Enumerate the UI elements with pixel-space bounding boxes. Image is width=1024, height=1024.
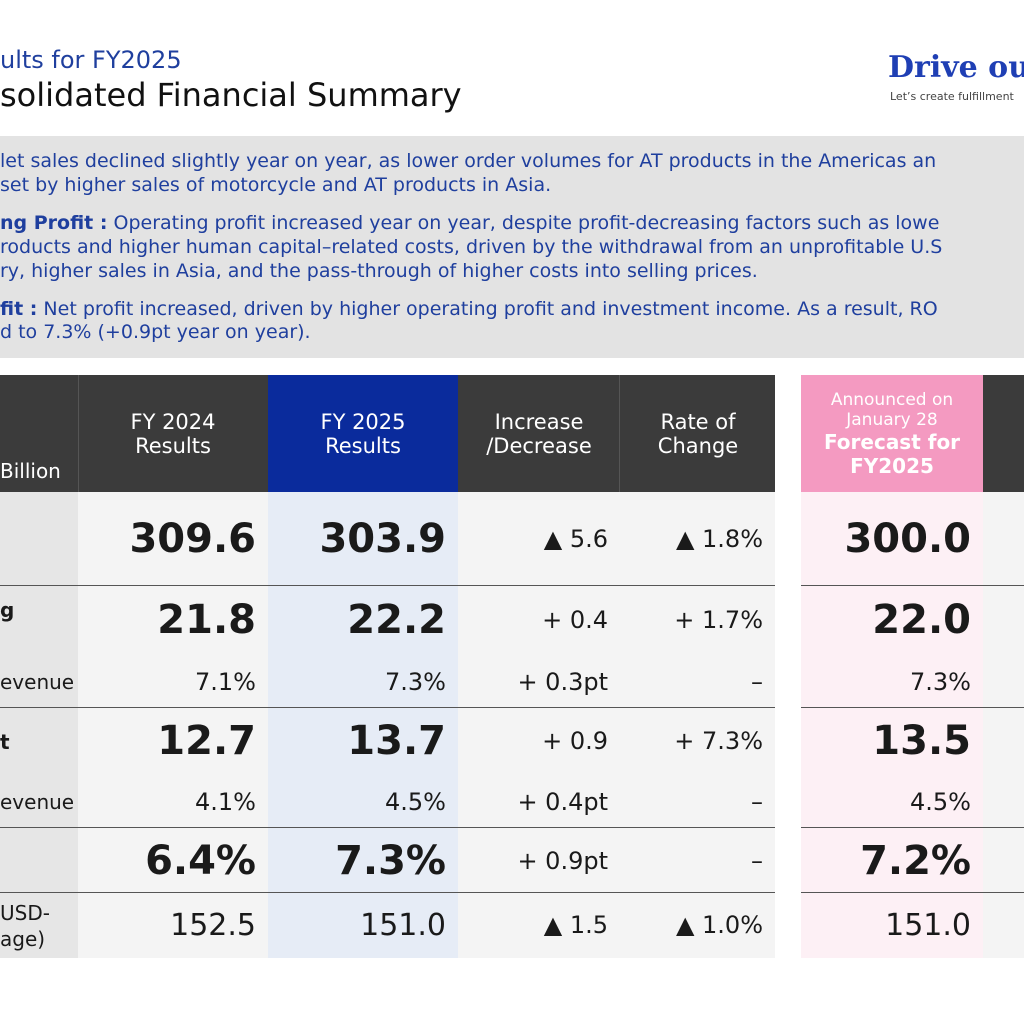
next-column-bg bbox=[983, 492, 1024, 958]
row3-rate: – bbox=[751, 668, 763, 696]
brand-tagline: Let’s create fulfillment bbox=[890, 90, 1014, 103]
page-subtitle: ults for FY2025 bbox=[0, 46, 182, 74]
row7-forecast: 151.0 bbox=[885, 907, 971, 943]
row1-fy2025: 303.9 bbox=[319, 515, 446, 562]
row-separator bbox=[801, 892, 1024, 893]
row4-label: t bbox=[0, 730, 10, 754]
row7-label-line1: USD- bbox=[0, 901, 50, 925]
forecast-title-line1: Forecast for bbox=[823, 429, 961, 454]
row7-label-line2: age) bbox=[0, 927, 46, 951]
row-separator bbox=[801, 585, 1024, 586]
fy2024-header: FY 2024 Results bbox=[78, 375, 267, 492]
label-column-bg bbox=[0, 492, 78, 958]
row4-fy2025: 13.7 bbox=[347, 718, 446, 764]
row5-fy2024: 4.1% bbox=[195, 788, 256, 816]
row4-fy2024: 12.7 bbox=[157, 718, 256, 764]
row-separator bbox=[0, 585, 775, 586]
fy2024-header-line2: Results bbox=[135, 433, 211, 458]
change-columns-bg bbox=[458, 492, 775, 958]
row2-label: g bbox=[0, 598, 15, 622]
page-title: solidated Financial Summary bbox=[0, 76, 462, 114]
row2-fy2024: 21.8 bbox=[157, 597, 256, 643]
row1-fy2024: 309.6 bbox=[129, 515, 256, 562]
row7-rate: ▲ 1.0% bbox=[675, 911, 763, 939]
net-profit-label: fit : bbox=[0, 298, 38, 320]
forecast-column-bg bbox=[801, 492, 983, 958]
row7-fy2025: 151.0 bbox=[360, 907, 446, 943]
row4-change: + 0.9 bbox=[542, 727, 608, 755]
row1-change: ▲ 5.6 bbox=[543, 524, 608, 553]
row3-fy2024: 7.1% bbox=[195, 668, 256, 696]
row5-fy2025: 4.5% bbox=[385, 788, 446, 816]
net-profit-text: Net profit increased, driven by higher o… bbox=[37, 298, 938, 320]
row4-rate: + 7.3% bbox=[674, 727, 763, 755]
row2-fy2025: 22.2 bbox=[347, 597, 446, 643]
row5-label: evenue bbox=[0, 790, 75, 814]
rate-header-line2: Change bbox=[657, 433, 739, 458]
change-header-line2: /Decrease bbox=[486, 433, 592, 458]
row3-label: evenue bbox=[0, 670, 75, 694]
brand-logo: Drive ou bbox=[888, 50, 1024, 85]
operating-profit-label: ng Profit : bbox=[0, 212, 108, 234]
operating-profit-line-1: ng Profit : Operating profit increased y… bbox=[0, 212, 939, 234]
row-separator bbox=[0, 892, 775, 893]
fy2024-column-bg bbox=[78, 492, 268, 958]
row-separator bbox=[0, 827, 775, 828]
forecast-header: Announced on January 28 Forecast for FY2… bbox=[801, 375, 983, 492]
row7-fy2024: 152.5 bbox=[170, 907, 256, 943]
change-header-line1: Increase bbox=[494, 409, 584, 434]
row1-forecast: 300.0 bbox=[844, 515, 971, 562]
row2-rate: + 1.7% bbox=[674, 606, 763, 634]
forecast-note-line1: Announced on bbox=[830, 389, 954, 410]
row5-rate: – bbox=[751, 788, 763, 816]
change-header: Increase /Decrease bbox=[459, 375, 620, 492]
next-column-header bbox=[983, 375, 1024, 492]
row4-forecast: 13.5 bbox=[872, 718, 971, 764]
fy2025-header-line1: FY 2025 bbox=[320, 409, 406, 434]
fy2024-header-line1: FY 2024 bbox=[130, 409, 216, 434]
net-profit-line-1: fit : Net profit increased, driven by hi… bbox=[0, 298, 938, 320]
summary-box: let sales declined slightly year on year… bbox=[0, 136, 1024, 358]
row1-rate: ▲ 1.8% bbox=[675, 524, 763, 553]
fy2025-header: FY 2025 Results bbox=[268, 375, 458, 492]
row-separator bbox=[801, 827, 1024, 828]
net-sales-line-1: let sales declined slightly year on year… bbox=[0, 150, 937, 172]
row3-change: + 0.3pt bbox=[517, 668, 608, 696]
operating-profit-line-3: ry, higher sales in Asia, and the pass-t… bbox=[0, 260, 758, 282]
unit-label: Billion bbox=[0, 459, 61, 483]
fy2025-header-line2: Results bbox=[325, 433, 401, 458]
row5-forecast: 4.5% bbox=[910, 788, 971, 816]
net-sales-line-2: set by higher sales of motorcycle and AT… bbox=[0, 174, 552, 196]
forecast-title-line2: FY2025 bbox=[850, 453, 934, 478]
row6-change: + 0.9pt bbox=[517, 847, 608, 875]
operating-profit-text: Operating profit increased year on year,… bbox=[107, 212, 940, 234]
rate-header: Rate of Change bbox=[621, 375, 775, 492]
rate-header-line1: Rate of bbox=[660, 409, 736, 434]
unit-header: Billion bbox=[0, 375, 77, 492]
forecast-note-line2: January 28 bbox=[846, 409, 938, 430]
row-separator bbox=[0, 707, 775, 708]
net-profit-line-2: d to 7.3% (+0.9pt year on year). bbox=[0, 321, 311, 343]
row6-forecast: 7.2% bbox=[860, 838, 971, 884]
row2-forecast: 22.0 bbox=[872, 597, 971, 643]
row3-fy2025: 7.3% bbox=[385, 668, 446, 696]
row2-change: + 0.4 bbox=[542, 606, 608, 634]
row6-fy2025: 7.3% bbox=[335, 838, 446, 884]
row3-forecast: 7.3% bbox=[910, 668, 971, 696]
row7-change: ▲ 1.5 bbox=[543, 911, 608, 939]
row6-rate: – bbox=[751, 847, 763, 875]
fy2025-column-bg bbox=[268, 492, 458, 958]
row5-change: + 0.4pt bbox=[517, 788, 608, 816]
row6-fy2024: 6.4% bbox=[145, 838, 256, 884]
row-separator bbox=[801, 707, 1024, 708]
operating-profit-line-2: roducts and higher human capital–related… bbox=[0, 236, 943, 258]
